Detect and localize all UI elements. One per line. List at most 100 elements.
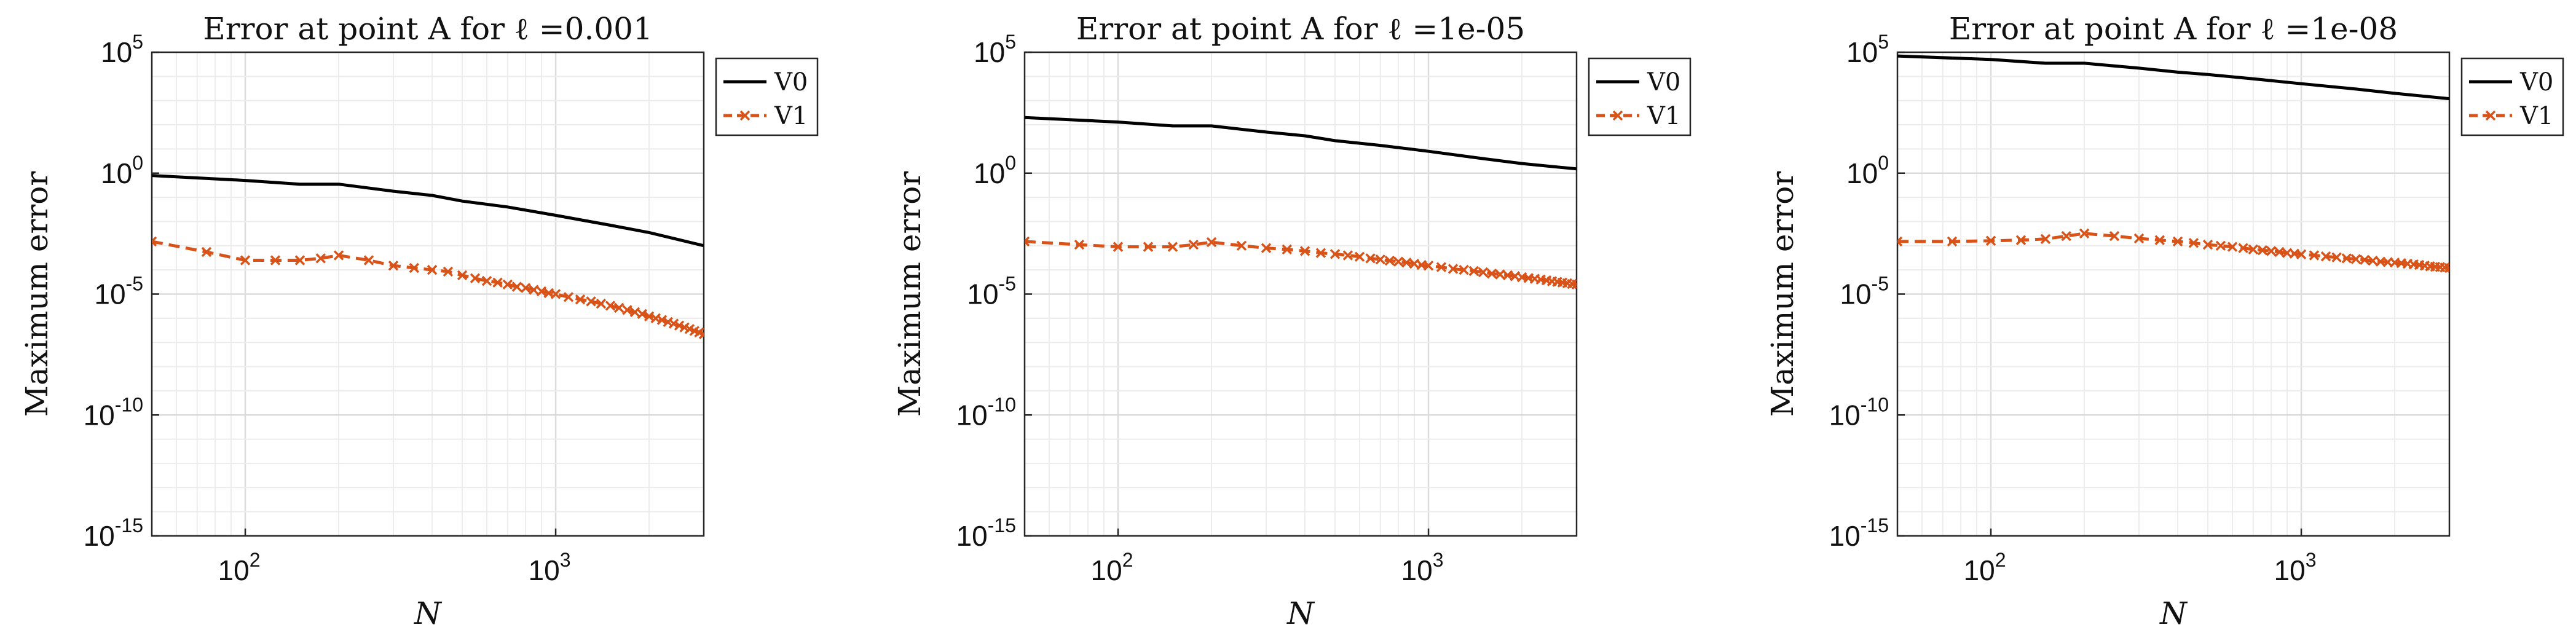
data-point-v1 [1436, 262, 1447, 272]
data-point-v1 [481, 275, 492, 286]
y-tick-label-base: 10 [84, 399, 115, 431]
y-tick-label: 100 [1846, 152, 1889, 189]
marker-stroke [1261, 243, 1272, 253]
data-point-v1 [2368, 255, 2378, 266]
x-tick-label: 102 [218, 549, 261, 586]
marker-stroke [1342, 250, 1353, 261]
data-point-v1 [575, 294, 586, 305]
data-point-v1 [1025, 236, 1030, 247]
marker-stroke [529, 285, 539, 295]
data-point-v1 [663, 317, 673, 328]
marker-stroke [605, 301, 616, 311]
data-point-v1 [2248, 244, 2259, 255]
data-point-v1 [427, 264, 438, 275]
y-tick-label: 10-10 [84, 393, 143, 431]
marker-stroke [1571, 279, 1577, 286]
x-tick-label-exp: 2 [1995, 549, 2006, 571]
data-point-v1 [2266, 246, 2277, 256]
data-point-v1 [529, 285, 539, 295]
marker-stroke [502, 279, 513, 290]
x-tick-label: 102 [1964, 549, 2006, 586]
marker-stroke [668, 318, 679, 329]
marker-stroke [613, 302, 624, 313]
data-point-v1 [1393, 256, 1404, 267]
series-group [152, 174, 704, 339]
data-point-v1 [2227, 242, 2238, 252]
legend-box [1588, 57, 1692, 136]
data-point-v1 [1074, 239, 1085, 250]
marker-stroke [1206, 237, 1217, 248]
x-axis-label: N [414, 596, 443, 631]
data-point-v1 [1571, 279, 1577, 290]
data-point-v1 [2040, 234, 2051, 245]
y-tick-label-exp: 5 [132, 31, 143, 53]
data-point-v1 [1365, 253, 1376, 264]
x-tick-label: 103 [1401, 549, 1444, 586]
marker-stroke [2040, 234, 2051, 245]
y-tick-label-exp: -15 [1861, 514, 1889, 537]
data-point-v1 [1384, 255, 1395, 266]
marker-stroke [694, 327, 704, 338]
marker-stroke [550, 289, 561, 299]
legend-marker [739, 110, 750, 121]
marker-stroke [698, 332, 704, 339]
marker-stroke [1557, 277, 1568, 288]
data-point-v1 [2341, 253, 2352, 264]
marker-stroke [1299, 246, 1310, 256]
marker-stroke [443, 266, 454, 277]
data-point-v1 [2188, 238, 2199, 248]
marker-stroke [1897, 236, 1903, 243]
marker-stroke [1315, 248, 1326, 258]
grid [1897, 51, 2450, 537]
data-point-v1 [1261, 243, 1272, 253]
marker-stroke [1468, 265, 1479, 277]
data-point-v1 [2274, 246, 2285, 258]
data-point-v1 [1282, 244, 1293, 255]
legend-box [2460, 57, 2564, 136]
marker-stroke [1897, 240, 1903, 247]
y-tick-label-base: 10 [94, 278, 125, 310]
x-tick-label-base: 10 [1091, 554, 1122, 586]
marker-stroke [1354, 251, 1365, 262]
x-tick-label: 102 [1091, 549, 1133, 586]
y-tick-label: 10-10 [956, 393, 1016, 431]
data-point-v1 [2015, 235, 2027, 245]
marker-stroke [622, 305, 632, 315]
y-tick-label-exp: 0 [1878, 152, 1889, 174]
y-tick-label-exp: -5 [999, 273, 1016, 295]
marker-stroke [2274, 246, 2285, 258]
data-point-v1 [2296, 249, 2307, 260]
data-point-v1 [1236, 240, 1247, 251]
y-tick-label-exp: 0 [132, 152, 143, 174]
y-tick-label: 10-5 [1840, 273, 1889, 310]
data-point-v1 [2359, 254, 2370, 265]
x-tick-label-base: 10 [529, 554, 560, 586]
data-point-v1 [1315, 248, 1326, 258]
y-tick-label-exp: -5 [126, 273, 143, 295]
x-tick-label-base: 10 [218, 554, 250, 586]
y-tick-label: 100 [101, 152, 143, 189]
x-tick-label-exp: 3 [1433, 549, 1444, 571]
marker-stroke [2266, 246, 2277, 256]
data-point-v1 [470, 273, 481, 284]
marker-stroke [2296, 249, 2307, 260]
data-point-v1 [2202, 239, 2213, 250]
marker-stroke [1486, 269, 1497, 279]
y-tick-label-base: 10 [956, 520, 988, 552]
y-tick-label-exp: -15 [115, 514, 143, 537]
marker-stroke [270, 255, 281, 265]
legend-label-v0: V0 [774, 68, 808, 96]
legend-label-v1: V1 [2519, 102, 2553, 130]
x-tick-label-base: 10 [1964, 554, 1995, 586]
marker-stroke [1448, 264, 1459, 274]
marker-stroke [1436, 262, 1447, 272]
marker-stroke [2215, 240, 2226, 251]
marker-stroke [2227, 242, 2238, 252]
x-tick-label-exp: 3 [2306, 549, 2317, 571]
chart-title: Error at point A for ℓ =1e-05 [1076, 11, 1525, 47]
marker-stroke [511, 281, 522, 292]
